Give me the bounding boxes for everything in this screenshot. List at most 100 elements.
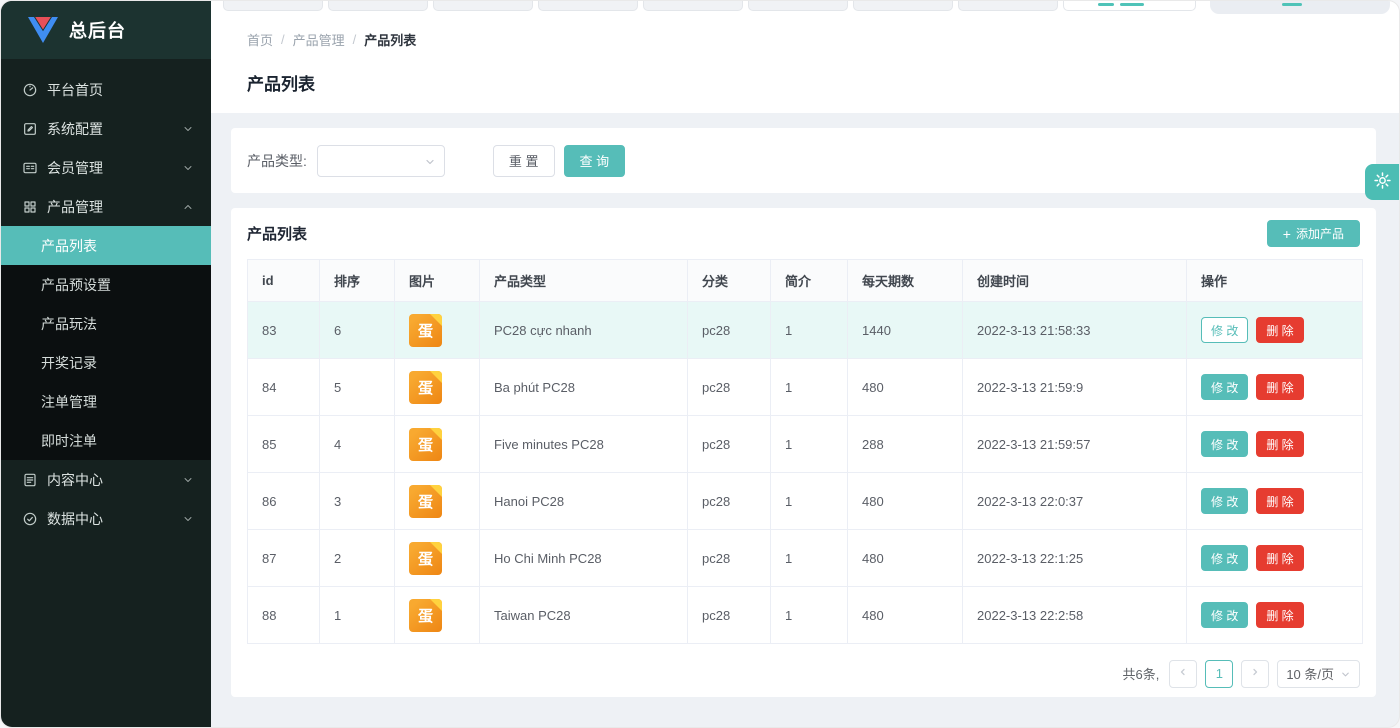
product-image-glyph: 蛋 [417, 436, 433, 454]
sidebar-subitem-label: 开奖记录 [41, 354, 97, 371]
sidebar-item-label: 会员管理 [47, 159, 103, 176]
cell-actions: 修 改删 除 [1186, 415, 1363, 473]
cell-product-type: PC28 cực nhanh [479, 301, 688, 359]
delete-button[interactable]: 删 除 [1256, 317, 1304, 343]
cell-category: pc28 [687, 472, 771, 530]
sidebar-menu: 平台首页系统配置会员管理产品管理产品列表 产品预设置 产品玩法开奖记录注单管理 即时注… [1, 59, 211, 538]
cell-product-type: Five minutes PC28 [479, 415, 688, 473]
delete-button[interactable]: 删 除 [1256, 374, 1304, 400]
dashboard-icon [22, 82, 38, 98]
gear-icon [1373, 171, 1392, 193]
cell-intro: 1 [770, 529, 848, 587]
edit-button[interactable]: 修 改 [1201, 431, 1249, 457]
tab-stub[interactable] [433, 1, 533, 11]
panel-header: 产品列表 + 添加产品 [247, 208, 1360, 259]
delete-button[interactable]: 删 除 [1256, 545, 1304, 571]
sidebar-item-label: 数据中心 [47, 510, 103, 527]
cell-intro: 1 [770, 301, 848, 359]
document-icon [22, 472, 38, 488]
delete-button[interactable]: 删 除 [1256, 431, 1304, 457]
panel-title: 产品列表 [247, 226, 308, 243]
cell-actions: 修 改删 除 [1186, 472, 1363, 530]
cell-sort: 6 [319, 301, 395, 359]
edit-button[interactable]: 修 改 [1201, 545, 1249, 571]
edit-button[interactable]: 修 改 [1201, 602, 1249, 628]
product-image-glyph: 蛋 [417, 322, 433, 340]
cell-id: 87 [247, 529, 320, 587]
sidebar-item-content-center[interactable]: 内容中心 [1, 460, 211, 499]
page-number-button[interactable]: 1 [1205, 659, 1234, 688]
grid-icon [22, 199, 38, 215]
sidebar-subitem-product-list[interactable]: 产品列表 [1, 226, 211, 265]
tab-stub[interactable] [748, 1, 848, 11]
tab-stub[interactable] [223, 1, 323, 11]
tab-stub[interactable] [538, 1, 638, 11]
prev-page-button[interactable] [1169, 659, 1198, 688]
breadcrumb-item[interactable]: 首页 [247, 33, 274, 48]
tab-stub-active[interactable] [1063, 1, 1196, 11]
sidebar-subitem-realtime-bets[interactable]: 即时注单 [1, 421, 211, 460]
column-header-category: 分类 [687, 259, 771, 302]
chevron-right-icon [1249, 666, 1261, 681]
edit-button[interactable]: 修 改 [1201, 374, 1249, 400]
cell-image: 蛋 [394, 358, 480, 416]
cell-image: 蛋 [394, 301, 480, 359]
sidebar-item-label: 系统配置 [47, 120, 103, 137]
cell-created-at: 2022-3-13 21:58:33 [962, 301, 1187, 359]
breadcrumb-item: 产品列表 [364, 33, 417, 48]
main-area: 首页 / 产品管理 / 产品列表 产品列表 产品类型: 重 置 查 询 产品列表 + 添… [211, 1, 1399, 727]
cell-product-type: Ho Chi Minh PC28 [479, 529, 688, 587]
page-title: 产品列表 [247, 75, 315, 94]
sidebar-subitem-product-preset[interactable]: 产品预设置 [1, 265, 211, 304]
next-page-button[interactable] [1241, 659, 1270, 688]
tab-stub[interactable] [958, 1, 1058, 11]
edit-button[interactable]: 修 改 [1201, 488, 1249, 514]
cell-daily-periods: 288 [847, 415, 963, 473]
delete-button[interactable]: 删 除 [1256, 488, 1304, 514]
product-image-glyph: 蛋 [417, 493, 433, 511]
cell-image: 蛋 [394, 586, 480, 644]
add-product-button[interactable]: + 添加产品 [1266, 220, 1360, 247]
table-row: 84 5 蛋 Ba phút PC28 pc28 1 480 2022-3-13 21:59:… [247, 358, 1363, 416]
sidebar-subitem-product-play[interactable]: 产品玩法 [1, 304, 211, 343]
sidebar-item-label: 产品管理 [47, 198, 103, 215]
reset-button[interactable]: 重 置 [492, 144, 555, 177]
chevron-down-icon [182, 474, 194, 486]
breadcrumb-item[interactable]: 产品管理 [292, 33, 345, 48]
cell-actions: 修 改删 除 [1186, 529, 1363, 587]
chevron-up-icon [182, 201, 194, 213]
cell-intro: 1 [770, 415, 848, 473]
cell-daily-periods: 480 [847, 529, 963, 587]
chevron-left-icon [1177, 666, 1189, 681]
product-type-select[interactable] [316, 144, 445, 177]
product-list-panel: 产品列表 + 添加产品 id 排序 图片 产品类型 分类 简介 每天期数 创建时间 操作 83 6… [231, 208, 1376, 697]
search-button[interactable]: 查 询 [563, 144, 626, 177]
table-row: 88 1 蛋 Taiwan PC28 pc28 1 480 2022-3-13 22:2:58… [247, 586, 1363, 644]
settings-gear-button[interactable] [1365, 164, 1399, 200]
sidebar-item-label: 平台首页 [47, 81, 103, 98]
tab-stub[interactable] [853, 1, 953, 11]
delete-button[interactable]: 删 除 [1256, 602, 1304, 628]
product-image: 蛋 [409, 598, 442, 632]
sidebar-item-system-config[interactable]: 系统配置 [1, 109, 211, 148]
sidebar-item-product-management[interactable]: 产品管理 [1, 187, 211, 226]
column-header-created-at: 创建时间 [962, 259, 1187, 302]
table-row: 86 3 蛋 Hanoi PC28 pc28 1 480 2022-3-13 22:0:37 修… [247, 472, 1363, 530]
cell-created-at: 2022-3-13 21:59:9 [962, 358, 1187, 416]
breadcrumb-separator: / [352, 32, 357, 47]
sidebar-subitem-bet-management[interactable]: 注单管理 [1, 382, 211, 421]
sidebar-item-member-management[interactable]: 会员管理 [1, 148, 211, 187]
cell-category: pc28 [687, 415, 771, 473]
sidebar-subitem-draw-records[interactable]: 开奖记录 [1, 343, 211, 382]
app-title: 总后台 [69, 21, 126, 41]
page-size-select[interactable]: 10 条/页 [1277, 659, 1360, 688]
tab-stub[interactable] [643, 1, 743, 11]
sidebar-item-data-center[interactable]: 数据中心 [1, 499, 211, 538]
edit-button[interactable]: 修 改 [1201, 317, 1249, 343]
id-card-icon [22, 160, 38, 176]
tab-stub[interactable] [328, 1, 428, 11]
product-image-glyph: 蛋 [417, 607, 433, 625]
cell-sort: 3 [319, 472, 395, 530]
sidebar-item-platform-home[interactable]: 平台首页 [1, 70, 211, 109]
chevron-down-icon [1340, 668, 1351, 679]
